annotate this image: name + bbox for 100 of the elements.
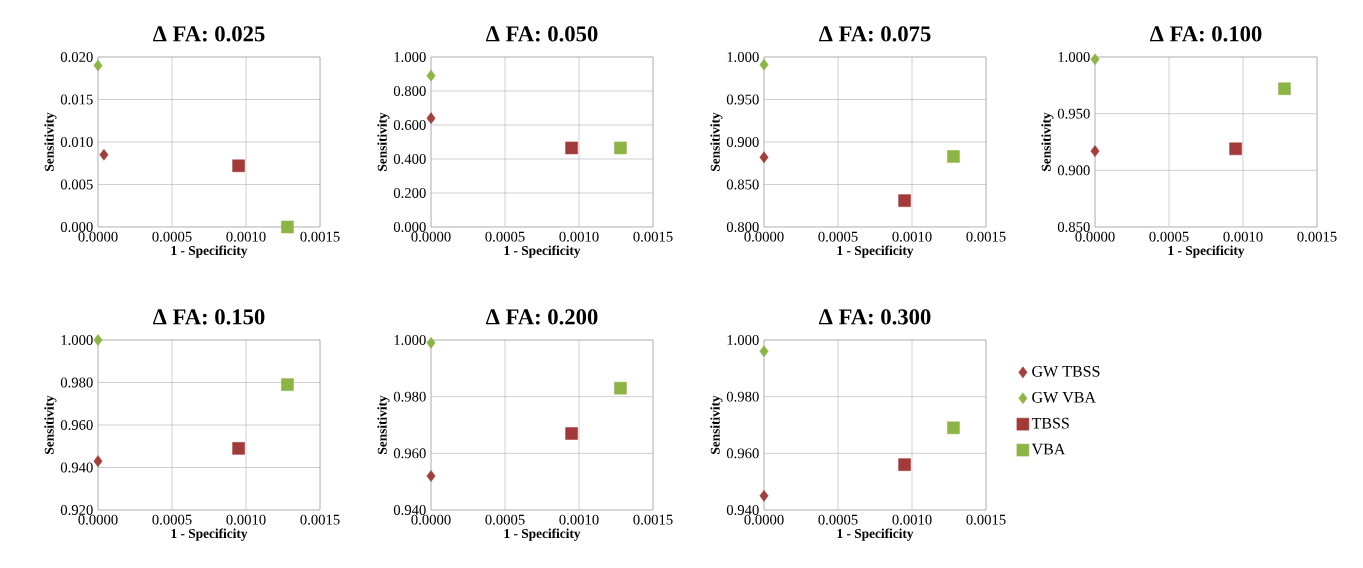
chart-title: Δ FA: 0.050 bbox=[486, 26, 598, 42]
legend-label: GW TBSS bbox=[1032, 366, 1100, 377]
y-tick-label: 1.000 bbox=[1058, 52, 1090, 62]
x-tick-label: 0.0010 bbox=[892, 514, 932, 525]
point bbox=[99, 148, 109, 161]
x-tick-label: 0.0010 bbox=[1223, 231, 1263, 242]
x-axis-title: 1 - Specificity bbox=[171, 528, 248, 541]
point bbox=[759, 151, 769, 164]
point bbox=[93, 334, 103, 346]
point bbox=[1090, 145, 1100, 157]
legend-label: TBSS bbox=[1031, 417, 1069, 429]
point bbox=[947, 150, 960, 163]
x-tick-label: 0.0015 bbox=[300, 514, 340, 525]
y-tick-label: 0.960 bbox=[393, 448, 426, 459]
point bbox=[93, 455, 103, 467]
point bbox=[947, 421, 960, 435]
x-tick-label: 0.0010 bbox=[892, 231, 932, 242]
x-tick-label: 0.0015 bbox=[966, 514, 1006, 525]
y-tick-label: 0.850 bbox=[1057, 222, 1090, 232]
y-tick-label: 0.020 bbox=[60, 52, 93, 62]
y-axis-title: Sensitivity bbox=[1041, 112, 1054, 171]
y-tick-label: 0.960 bbox=[726, 448, 759, 459]
x-axis-title: 1 - Specificity bbox=[1168, 245, 1245, 258]
point bbox=[281, 378, 294, 391]
x-tick-label: 0.0005 bbox=[1149, 231, 1189, 242]
x-tick-label: 0.0005 bbox=[152, 231, 192, 242]
x-axis-title: 1 - Specificity bbox=[837, 528, 914, 541]
point bbox=[759, 58, 769, 71]
x-axis-title: 1 - Specificity bbox=[171, 245, 248, 258]
y-axis-title: Sensitivity bbox=[710, 395, 723, 454]
y-tick-label: 0.940 bbox=[60, 462, 93, 473]
point bbox=[426, 336, 436, 349]
legend-label: GW VBA bbox=[1032, 391, 1096, 403]
x-tick-label: 0.0005 bbox=[152, 514, 192, 525]
x-tick-label: 0.0015 bbox=[300, 231, 340, 242]
y-tick-label: 1.000 bbox=[394, 52, 426, 62]
chart-title: Δ FA: 0.075 bbox=[819, 26, 931, 42]
x-tick-label: 0.0000 bbox=[744, 231, 784, 242]
y-tick-label: 1.000 bbox=[727, 52, 759, 62]
legend-label: VBA bbox=[1031, 443, 1066, 455]
x-tick-label: 0.0000 bbox=[411, 231, 451, 242]
y-axis-title: Sensitivity bbox=[377, 395, 390, 454]
point bbox=[614, 381, 627, 395]
y-tick-label: 0.005 bbox=[60, 179, 93, 190]
y-tick-label: 0.950 bbox=[726, 94, 759, 105]
chart-title: Δ FA: 0.100 bbox=[1150, 26, 1262, 42]
point bbox=[759, 489, 769, 502]
x-tick-label: 0.0005 bbox=[818, 514, 858, 525]
chart-title: Δ FA: 0.025 bbox=[153, 26, 265, 42]
point bbox=[426, 69, 436, 82]
x-tick-label: 0.0000 bbox=[744, 514, 784, 525]
x-tick-label: 0.0015 bbox=[633, 231, 673, 242]
x-tick-label: 0.0000 bbox=[78, 231, 118, 242]
y-tick-label: 0.850 bbox=[726, 179, 759, 190]
x-axis-title: 1 - Specificity bbox=[837, 245, 914, 258]
x-tick-label: 0.0010 bbox=[559, 231, 599, 242]
y-tick-label: 0.900 bbox=[1057, 165, 1090, 176]
y-tick-label: 0.940 bbox=[393, 505, 426, 515]
y-tick-label: 0.000 bbox=[393, 222, 426, 232]
y-tick-label: 0.400 bbox=[393, 154, 426, 164]
y-tick-label: 0.980 bbox=[60, 377, 93, 388]
x-tick-label: 0.0010 bbox=[226, 514, 266, 525]
x-tick-label: 0.0005 bbox=[485, 514, 525, 525]
chart-title: Δ FA: 0.150 bbox=[153, 309, 265, 325]
point bbox=[759, 345, 769, 358]
y-tick-label: 1.000 bbox=[727, 335, 759, 345]
point bbox=[614, 141, 627, 155]
point bbox=[232, 442, 245, 455]
y-tick-label: 0.200 bbox=[393, 188, 426, 198]
point bbox=[1090, 53, 1100, 66]
point bbox=[565, 141, 578, 155]
y-tick-label: 0.000 bbox=[60, 222, 93, 232]
y-axis-title: Sensitivity bbox=[710, 112, 723, 171]
point bbox=[565, 427, 578, 440]
x-tick-label: 0.0000 bbox=[411, 514, 451, 525]
y-tick-label: 1.000 bbox=[61, 335, 93, 345]
x-tick-label: 0.0005 bbox=[485, 231, 525, 242]
y-tick-label: 0.980 bbox=[726, 391, 759, 402]
y-tick-label: 0.950 bbox=[1057, 108, 1090, 119]
y-tick-label: 1.000 bbox=[394, 335, 426, 345]
y-tick-label: 0.980 bbox=[393, 391, 426, 402]
y-tick-label: 0.800 bbox=[393, 86, 426, 96]
x-tick-label: 0.0000 bbox=[1075, 231, 1115, 242]
y-tick-label: 0.940 bbox=[726, 505, 759, 515]
y-tick-label: 0.010 bbox=[60, 137, 93, 147]
y-tick-label: 0.920 bbox=[60, 505, 93, 515]
point bbox=[1278, 82, 1291, 95]
point bbox=[232, 159, 245, 173]
x-tick-label: 0.0010 bbox=[226, 231, 266, 242]
point bbox=[426, 470, 436, 482]
x-tick-label: 0.0005 bbox=[818, 231, 858, 242]
y-axis-title: Sensitivity bbox=[44, 395, 57, 454]
x-tick-label: 0.0015 bbox=[966, 231, 1006, 242]
x-tick-label: 0.0000 bbox=[78, 514, 118, 525]
point bbox=[281, 220, 294, 234]
point bbox=[898, 458, 911, 471]
point bbox=[898, 194, 911, 207]
y-axis-title: Sensitivity bbox=[44, 112, 57, 171]
x-tick-label: 0.0015 bbox=[633, 514, 673, 525]
y-axis-title: Sensitivity bbox=[377, 112, 390, 171]
